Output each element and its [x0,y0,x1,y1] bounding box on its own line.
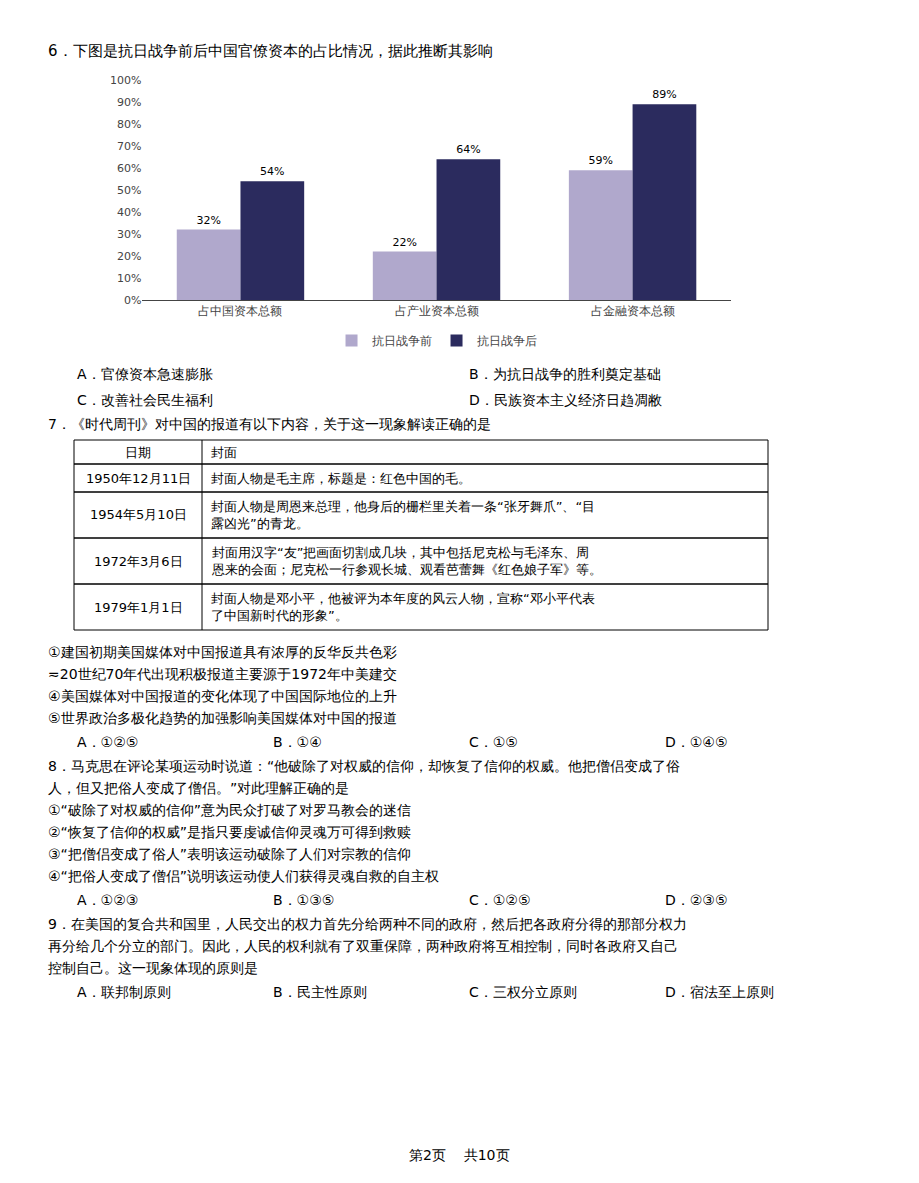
svg-text:②“恢复了信仰的权威”是指只要虔诚信仰灵魂万可得到救赎: ②“恢复了信仰的权威”是指只要虔诚信仰灵魂万可得到救赎 [48,824,411,840]
svg-text:90%: 90% [117,96,141,109]
svg-text:再分给几个分立的部门。因此，人民的权利就有了双重保障，两种政: 再分给几个分立的部门。因此，人民的权利就有了双重保障，两种政府将互相控制，同时各… [48,938,678,954]
svg-text:1954年5月10日: 1954年5月10日 [90,507,187,522]
svg-text:C．三权分立原则: C．三权分立原则 [469,984,577,1000]
svg-text:6．下图是抗日战争前后中国官僚资本的占比情况，据此推断其影响: 6．下图是抗日战争前后中国官僚资本的占比情况，据此推断其影响 [48,42,493,60]
svg-text:50%: 50% [117,184,141,197]
svg-text:A．官僚资本急速膨胀: A．官僚资本急速膨胀 [77,366,213,382]
svg-text:封面人物是毛主席，标题是：红色中国的毛。: 封面人物是毛主席，标题是：红色中国的毛。 [211,471,471,486]
svg-text:30%: 30% [117,228,141,241]
svg-text:⑤世界政治多极化趋势的加强影响美国媒体对中国的报道: ⑤世界政治多极化趋势的加强影响美国媒体对中国的报道 [48,710,397,726]
svg-text:D．民族资本主义经济日趋凋敝: D．民族资本主义经济日趋凋敝 [469,392,662,408]
svg-text:32%: 32% [196,214,220,227]
svg-text:①“破除了对权威的信仰”意为民众打破了对罗马教会的迷信: ①“破除了对权威的信仰”意为民众打破了对罗马教会的迷信 [48,802,411,818]
svg-text:59%: 59% [588,154,612,167]
svg-text:封面: 封面 [211,445,237,460]
svg-text:20%: 20% [117,250,141,263]
svg-text:④“把俗人变成了僧侣”说明该运动使人们获得灵魂自救的自主权: ④“把俗人变成了僧侣”说明该运动使人们获得灵魂自救的自主权 [48,868,439,884]
svg-text:第2页 共10页: 第2页 共10页 [409,1147,510,1163]
svg-text:①建国初期美国媒体对中国报道具有浓厚的反华反共色彩: ①建国初期美国媒体对中国报道具有浓厚的反华反共色彩 [48,644,397,660]
svg-text:④美国媒体对中国报道的变化体现了中国国际地位的上升: ④美国媒体对中国报道的变化体现了中国国际地位的上升 [48,688,397,704]
svg-text:封面人物是邓小平，他被评为本年度的风云人物，宣称“邓小平代表: 封面人物是邓小平，他被评为本年度的风云人物，宣称“邓小平代表了中国新时代的形象”… [211,591,595,623]
svg-text:控制自己。这一现象体现的原则是: 控制自己。这一现象体现的原则是 [48,960,258,976]
svg-text:64%: 64% [456,143,480,156]
svg-text:100%: 100% [110,74,141,87]
svg-text:C．①⑤: C．①⑤ [469,734,518,750]
svg-text:1979年1月1日: 1979年1月1日 [94,600,183,615]
svg-text:B．①④: B．①④ [273,734,322,750]
svg-text:B．民主性原则: B．民主性原则 [273,984,367,1000]
svg-text:40%: 40% [117,206,141,219]
svg-text:54%: 54% [260,165,284,178]
svg-text:占产业资本总额: 占产业资本总额 [395,304,479,318]
svg-text:1950年12月11日: 1950年12月11日 [86,471,191,486]
svg-text:人，但又把俗人变成了僧侣。”对此理解正确的是: 人，但又把俗人变成了僧侣。”对此理解正确的是 [48,780,349,796]
svg-text:C．①②⑤: C．①②⑤ [469,892,530,908]
svg-text:8．马克思在评论某项运动时说道：“他破除了对权威的信仰，却恢: 8．马克思在评论某项运动时说道：“他破除了对权威的信仰，却恢复了信仰的权威。他把… [48,758,680,774]
svg-text:60%: 60% [117,162,141,175]
svg-text:封面用汉字“友”把画面切割成几块，其中包括尼克松与毛泽东、周: 封面用汉字“友”把画面切割成几块，其中包括尼克松与毛泽东、周恩来的会面；尼克松一… [211,545,602,577]
svg-text:封面人物是周恩来总理，他身后的栅栏里关着一条“张牙舞爪”、“: 封面人物是周恩来总理，他身后的栅栏里关着一条“张牙舞爪”、“目露凶光”的青龙。 [211,499,595,531]
svg-text:B．为抗日战争的胜利奠定基础: B．为抗日战争的胜利奠定基础 [469,366,661,382]
svg-text:1972年3月6日: 1972年3月6日 [94,554,183,569]
svg-text:89%: 89% [652,88,676,101]
svg-text:7．《时代周刊》对中国的报道有以下内容，关于这一现象解读正确: 7．《时代周刊》对中国的报道有以下内容，关于这一现象解读正确的是 [48,416,491,432]
svg-text:A．联邦制原则: A．联邦制原则 [77,984,171,1000]
svg-text:0%: 0% [124,294,141,307]
svg-text:A．①②③: A．①②③ [77,892,138,908]
svg-text:9．在美国的复合共和国里，人民交出的权力首先分给两种不同的政: 9．在美国的复合共和国里，人民交出的权力首先分给两种不同的政府，然后把各政府分得… [48,916,687,932]
svg-text:≂20世纪70年代出现积极报道主要源于1972年中美建交: ≂20世纪70年代出现积极报道主要源于1972年中美建交 [48,666,397,682]
svg-text:D．②③⑤: D．②③⑤ [665,892,727,908]
svg-text:③“把僧侣变成了俗人”表明该运动破除了人们对宗教的信仰: ③“把僧侣变成了俗人”表明该运动破除了人们对宗教的信仰 [48,846,411,862]
svg-text:D．宿法至上原则: D．宿法至上原则 [665,984,774,1000]
svg-text:80%: 80% [117,118,141,131]
svg-text:D．①④⑤: D．①④⑤ [665,734,727,750]
svg-text:日期: 日期 [125,445,151,460]
svg-text:70%: 70% [117,140,141,153]
svg-text:占金融资本总额: 占金融资本总额 [591,304,675,318]
svg-text:抗日战争后: 抗日战争后 [477,334,537,348]
svg-text:10%: 10% [117,272,141,285]
svg-text:A．①②⑤: A．①②⑤ [77,734,138,750]
svg-text:占中国资本总额: 占中国资本总额 [198,304,282,318]
svg-text:C．改善社会民生福利: C．改善社会民生福利 [77,392,213,408]
svg-text:抗日战争前: 抗日战争前 [372,334,432,348]
svg-text:B．①③⑤: B．①③⑤ [273,892,334,908]
svg-text:22%: 22% [392,236,416,249]
